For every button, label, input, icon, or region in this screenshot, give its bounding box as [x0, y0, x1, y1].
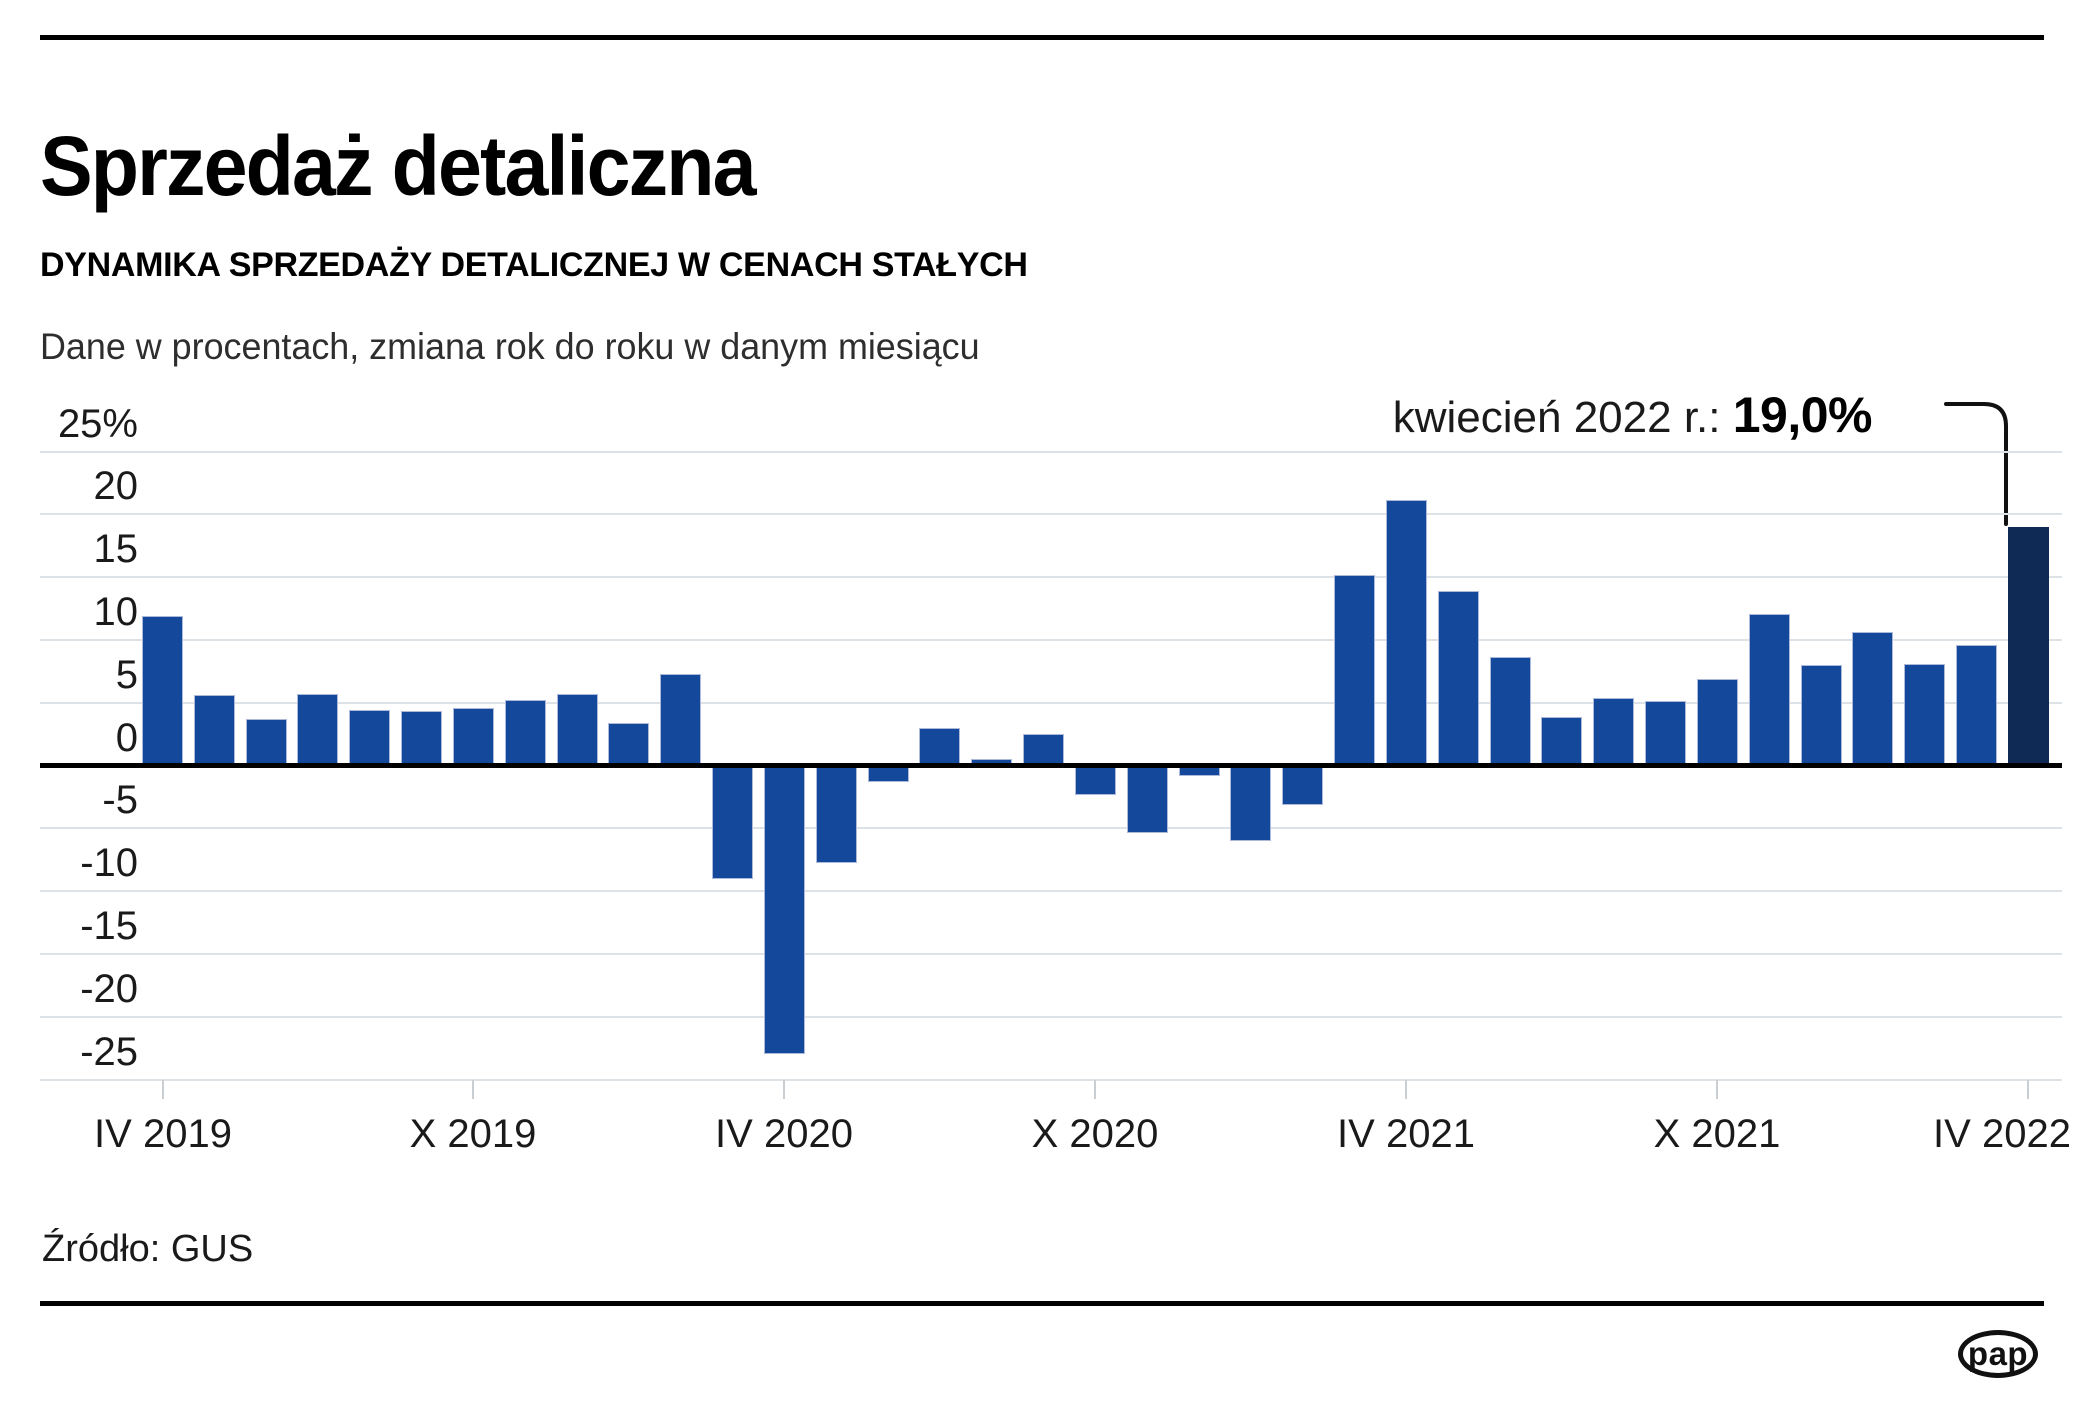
bar — [868, 766, 909, 782]
highlight-annotation: kwiecień 2022 r.: 19,0% — [1392, 386, 1873, 444]
annotation-value: 19,0% — [1732, 387, 1873, 443]
annotation-label: kwiecień 2022 r.: — [1392, 393, 1733, 442]
bar — [1956, 645, 1997, 766]
bar — [1645, 701, 1686, 765]
y-axis-label: 15 — [93, 527, 139, 571]
y-axis-label: -25 — [80, 1030, 138, 1074]
bar — [1749, 614, 1790, 766]
x-axis-tick — [783, 1080, 785, 1099]
x-axis-tick — [162, 1080, 164, 1099]
bar — [1697, 679, 1738, 766]
gridline — [40, 1079, 2062, 1081]
y-axis-label: -10 — [80, 841, 138, 885]
bar — [608, 723, 649, 766]
y-axis-label: 10 — [93, 590, 139, 634]
chart-subtitle: DYNAMIKA SPRZEDAŻY DETALICZNEJ W CENACH … — [40, 246, 1028, 285]
bar — [1334, 575, 1375, 766]
bar — [816, 766, 857, 863]
gridline — [40, 827, 2062, 829]
x-axis-label: IV 2020 — [715, 1112, 853, 1156]
gridline — [40, 513, 2062, 515]
bar — [453, 708, 494, 766]
x-axis-label: IV 2019 — [94, 1112, 232, 1156]
bar — [142, 616, 183, 765]
bar — [1438, 591, 1479, 766]
bar — [1593, 698, 1634, 766]
bar — [505, 700, 546, 765]
x-axis-tick — [1405, 1080, 1407, 1099]
x-axis-tick — [472, 1080, 474, 1099]
bar — [1282, 766, 1323, 805]
bar — [712, 766, 753, 879]
x-axis-label: X 2019 — [409, 1112, 537, 1156]
gridline — [40, 639, 2062, 641]
chart-note: Dane w procentach, zmiana rok do roku w … — [40, 326, 980, 367]
x-axis-tick — [2027, 1080, 2029, 1099]
pap-logo-text: pap — [1967, 1334, 2029, 1372]
x-axis-tick — [1094, 1080, 1096, 1099]
page-title: Sprzedaż detaliczna — [40, 119, 757, 214]
bar — [1904, 664, 1945, 766]
bar — [246, 719, 287, 765]
bar — [919, 728, 960, 766]
bar — [194, 695, 235, 765]
source-text: Źródło: GUS — [42, 1228, 254, 1270]
bar — [1801, 665, 1842, 765]
bar — [1230, 766, 1271, 841]
y-axis-label: 0 — [115, 716, 138, 760]
bar — [349, 710, 390, 765]
x-axis-label: IV 2021 — [1337, 1112, 1475, 1156]
zero-axis-line — [40, 763, 2062, 768]
gridline — [40, 953, 2062, 955]
gridline — [40, 1016, 2062, 1018]
bar — [764, 766, 805, 1054]
y-axis-label: -5 — [102, 778, 138, 822]
bar — [660, 674, 701, 766]
bar — [557, 694, 598, 766]
bar — [1023, 734, 1064, 765]
gridline — [40, 576, 2062, 578]
y-axis-label: -15 — [80, 904, 138, 948]
x-axis-label: IV 2022 — [1933, 1112, 2071, 1156]
x-axis-label: X 2020 — [1031, 1112, 1159, 1156]
y-axis-label: 5 — [115, 653, 138, 697]
gridline — [40, 702, 2062, 704]
y-axis-label: -20 — [80, 967, 138, 1011]
gridline — [40, 451, 2062, 453]
y-axis-label: 20 — [93, 464, 139, 508]
gridline — [40, 890, 2062, 892]
bar — [401, 711, 442, 765]
x-axis-tick — [1716, 1080, 1718, 1099]
bar — [1127, 766, 1168, 833]
bar — [1490, 657, 1531, 765]
bar-highlighted — [2008, 527, 2049, 766]
x-axis-label: X 2021 — [1653, 1112, 1781, 1156]
bar — [1541, 717, 1582, 766]
pap-logo: pap — [1958, 1330, 2038, 1378]
top-rule — [40, 35, 2044, 40]
y-axis-label: 25% — [57, 402, 138, 446]
bottom-rule — [40, 1301, 2044, 1306]
bar — [1852, 632, 1893, 765]
bar — [1386, 500, 1427, 765]
bar — [297, 694, 338, 766]
chart-plot: 25% 20 15 10 5 0 -5 -10 -15 -20 -25 IV 2019 X 2019 IV… — [40, 402, 2071, 1156]
bar — [1075, 766, 1116, 795]
